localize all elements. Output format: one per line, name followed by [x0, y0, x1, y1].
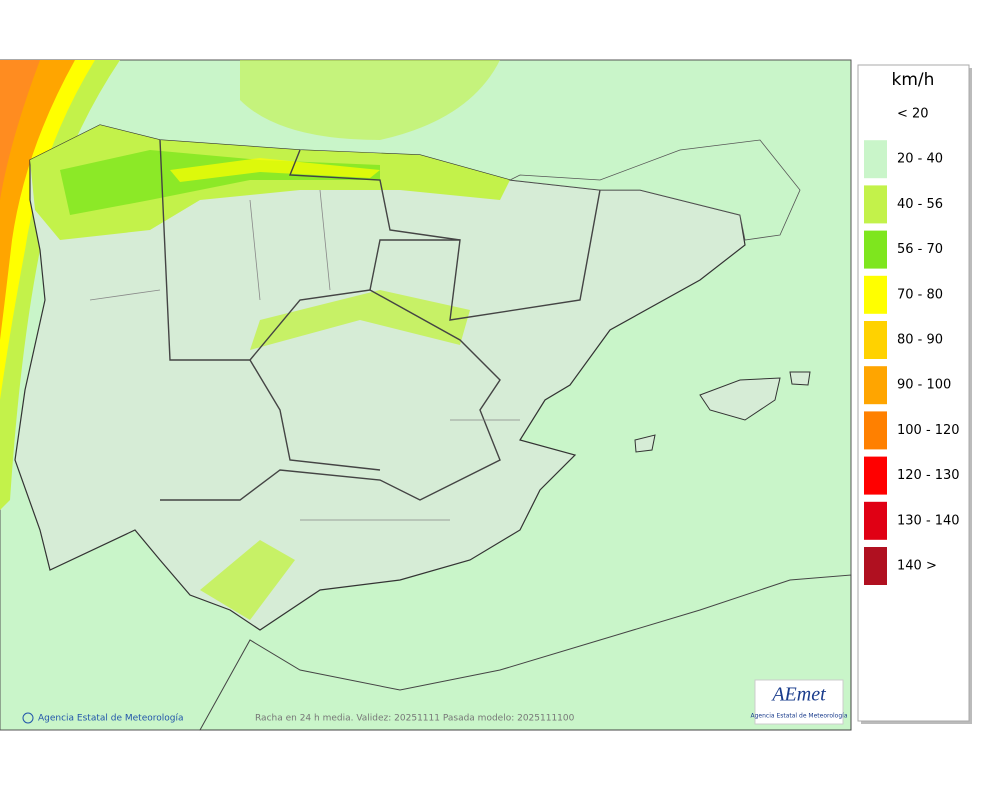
legend-swatch — [864, 321, 887, 359]
legend-label: 80 - 90 — [897, 333, 943, 348]
legend-swatch — [864, 230, 887, 269]
legend-label: 40 - 56 — [897, 197, 943, 212]
legend-label: 20 - 40 — [897, 152, 943, 167]
logo-subtitle: Agencia Estatal de Meteorología — [751, 713, 848, 720]
caption: Racha en 24 h media. Validez: 20251111 P… — [255, 714, 575, 724]
island — [789, 371, 811, 386]
land — [199, 574, 852, 731]
legend-label: < 20 — [897, 107, 929, 122]
legend-swatch — [864, 185, 887, 224]
region-border — [369, 189, 601, 321]
wind-zone — [200, 540, 295, 620]
legend-swatch — [864, 366, 887, 405]
legend-label: 90 - 100 — [897, 378, 951, 393]
island — [634, 434, 656, 453]
region-border — [249, 359, 381, 471]
legend-swatch — [864, 411, 887, 450]
wind-zone — [240, 60, 500, 140]
region-border — [159, 139, 501, 501]
map: Agencia Estatal de Meteorología Racha en… — [0, 59, 852, 731]
land — [508, 139, 801, 241]
logo-box — [754, 679, 844, 725]
legend-swatch — [864, 501, 887, 540]
legend: km/h < 20 20 - 40 40 - 56 56 - 70 70 - 80 80 … — [857, 64, 972, 724]
logo: AEmet — [770, 684, 826, 706]
wind-zone — [0, 60, 40, 200]
island — [699, 377, 781, 421]
wind-zone — [0, 60, 75, 340]
wind-zone — [250, 290, 470, 350]
wind-zone — [170, 158, 380, 182]
legend-label: 120 - 130 — [897, 468, 960, 483]
region-border — [288, 149, 461, 241]
legend-swatch — [864, 547, 887, 585]
legend-title: km/h — [892, 70, 935, 90]
credit: Agencia Estatal de Meteorología — [38, 714, 184, 724]
legend-label: 70 - 80 — [897, 287, 943, 302]
legend-label: 130 - 140 — [897, 513, 960, 528]
province-border — [89, 189, 520, 521]
legend-label: 56 - 70 — [897, 242, 943, 257]
legend-label: 140 > — [897, 559, 937, 574]
legend-swatch — [864, 275, 887, 314]
legend-swatch — [864, 140, 887, 179]
legend-label: 100 - 120 — [897, 423, 960, 438]
legend-swatch — [864, 456, 887, 495]
copyright-icon — [22, 712, 34, 724]
